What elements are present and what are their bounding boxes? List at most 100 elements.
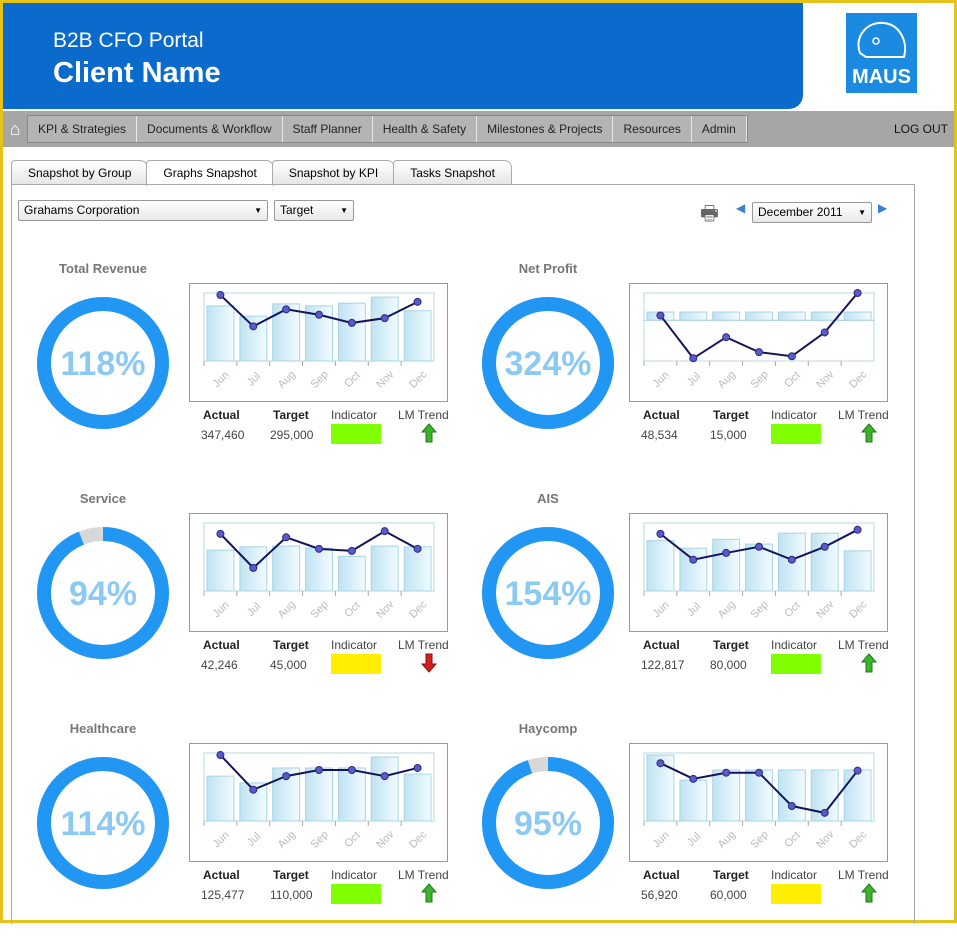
line-point	[249, 322, 258, 331]
trend-down-arrow-icon	[421, 653, 437, 673]
kpi-percent: 154%	[505, 575, 592, 613]
line-point	[656, 311, 665, 320]
company-select-value: Grahams Corporation	[24, 203, 140, 217]
kpi-title: Net Profit	[518, 261, 578, 276]
nav-item[interactable]: Resources	[613, 116, 692, 142]
chart-bar	[843, 311, 872, 321]
tab[interactable]: Tasks Snapshot	[393, 160, 512, 184]
tab[interactable]: Snapshot by Group	[11, 160, 149, 184]
nav-item[interactable]: KPI & Strategies	[28, 116, 138, 142]
tab[interactable]: Graphs Snapshot	[146, 160, 274, 186]
line-point	[216, 751, 225, 760]
mouse-logo-icon	[857, 21, 906, 58]
chart-bar	[745, 769, 773, 822]
indicator-label: Indicator	[771, 408, 818, 422]
chart-bar	[206, 305, 235, 362]
dropdown-arrow-icon: ▼	[254, 206, 262, 215]
kpi-chart[interactable]: Jun Jul Aug Sep Oct Nov Dec	[189, 743, 449, 863]
status-indicator	[771, 884, 821, 904]
line-point	[722, 333, 731, 342]
dropdown-arrow-icon: ▼	[858, 208, 866, 217]
home-icon[interactable]: ⌂	[9, 118, 21, 139]
kpi-chart[interactable]: Jun Jul Aug Sep Oct Nov Dec	[629, 513, 889, 633]
donut-fill	[37, 297, 169, 429]
trend-label: LM Trend	[838, 868, 889, 882]
kpi-title: Healthcare	[69, 721, 137, 736]
indicator-label: Indicator	[331, 868, 378, 882]
nav-item[interactable]: Documents & Workflow	[137, 116, 283, 142]
line-point	[689, 774, 698, 783]
actual-value: 122,817	[641, 658, 685, 672]
trend-up-arrow-icon	[861, 653, 877, 673]
client-name: Client Name	[53, 57, 221, 89]
actual-value: 56,920	[641, 888, 678, 902]
indicator-label: Indicator	[331, 638, 378, 652]
actual-value: 125,477	[201, 888, 245, 902]
actual-value: 347,460	[201, 428, 245, 442]
next-period-icon[interactable]: ▶	[878, 201, 888, 215]
chart-bar	[745, 311, 773, 321]
kpi-chart[interactable]: Jun Jul Aug Sep Oct Nov Dec	[629, 283, 889, 403]
line-point	[787, 555, 796, 564]
actual-label: Actual	[643, 868, 680, 882]
line-point	[249, 563, 258, 572]
donut-fill	[37, 527, 169, 659]
chart-bar	[370, 296, 399, 362]
prev-period-icon[interactable]: ◀	[736, 201, 746, 215]
chart-bar	[370, 756, 399, 822]
trend-label: LM Trend	[398, 638, 449, 652]
target-value: 295,000	[270, 428, 314, 442]
trend-label: LM Trend	[398, 868, 449, 882]
nav-item[interactable]: Staff Planner	[283, 116, 373, 142]
chart-bar	[712, 538, 741, 592]
maus-logo: MAUS	[846, 13, 917, 93]
target-label: Target	[713, 408, 749, 422]
line-point	[755, 348, 763, 357]
target-label: Target	[713, 868, 749, 882]
line-point	[656, 759, 665, 768]
donut-gauge: 94%	[37, 527, 169, 659]
header-banner: B2B CFO Portal Client Name	[3, 3, 803, 109]
nav-item[interactable]: Health & Safety	[373, 116, 478, 142]
trend-label: LM Trend	[838, 408, 889, 422]
kpi-title: Haycomp	[518, 721, 578, 736]
chart-bar	[810, 311, 839, 321]
company-select[interactable]: Grahams Corporation ▼	[18, 200, 268, 221]
status-indicator	[331, 424, 381, 444]
target-label: Target	[273, 638, 309, 652]
line-point	[282, 533, 291, 542]
nav-item[interactable]: Admin	[692, 116, 747, 142]
chart-bar	[712, 311, 741, 321]
status-indicator	[331, 654, 381, 674]
portal-title: B2B CFO Portal	[53, 29, 204, 52]
main-nav: ⌂ KPI & Strategies Documents & Workflow St…	[3, 111, 954, 147]
target-value: 110,000	[270, 888, 313, 902]
chart-bar	[272, 545, 301, 592]
kpi-percent: 95%	[514, 805, 582, 843]
mode-select[interactable]: Target ▼	[274, 200, 354, 221]
donut-gauge: 118%	[37, 297, 169, 429]
nav-item[interactable]: Milestones & Projects	[477, 116, 614, 142]
trend-up-arrow-icon	[861, 883, 877, 903]
chart-bar	[206, 775, 235, 822]
trend-label: LM Trend	[838, 638, 889, 652]
printer-icon[interactable]: 🖶	[700, 203, 719, 225]
status-indicator	[331, 884, 381, 904]
line-point	[380, 772, 389, 781]
chart-bar	[712, 769, 741, 822]
kpi-chart[interactable]: Jun Jul Aug Sep Oct Nov Dec	[189, 513, 449, 633]
chart-bar	[403, 310, 432, 362]
donut-fill	[482, 757, 614, 889]
chart-bar	[370, 545, 399, 592]
period-select[interactable]: December 2011 ▼	[752, 202, 872, 223]
logout-link[interactable]: LOG OUT	[893, 122, 948, 136]
tab[interactable]: Snapshot by KPI	[271, 160, 396, 184]
actual-label: Actual	[203, 868, 240, 882]
line-point	[755, 768, 763, 777]
actual-label: Actual	[203, 638, 240, 652]
donut-fill	[37, 757, 169, 889]
kpi-chart[interactable]: Jun Jul Aug Sep Oct Nov Dec	[189, 283, 449, 403]
chart-bar	[305, 767, 333, 822]
target-value: 80,000	[710, 658, 747, 672]
kpi-chart[interactable]: Jun Jul Aug Sep Oct Nov Dec	[629, 743, 889, 863]
